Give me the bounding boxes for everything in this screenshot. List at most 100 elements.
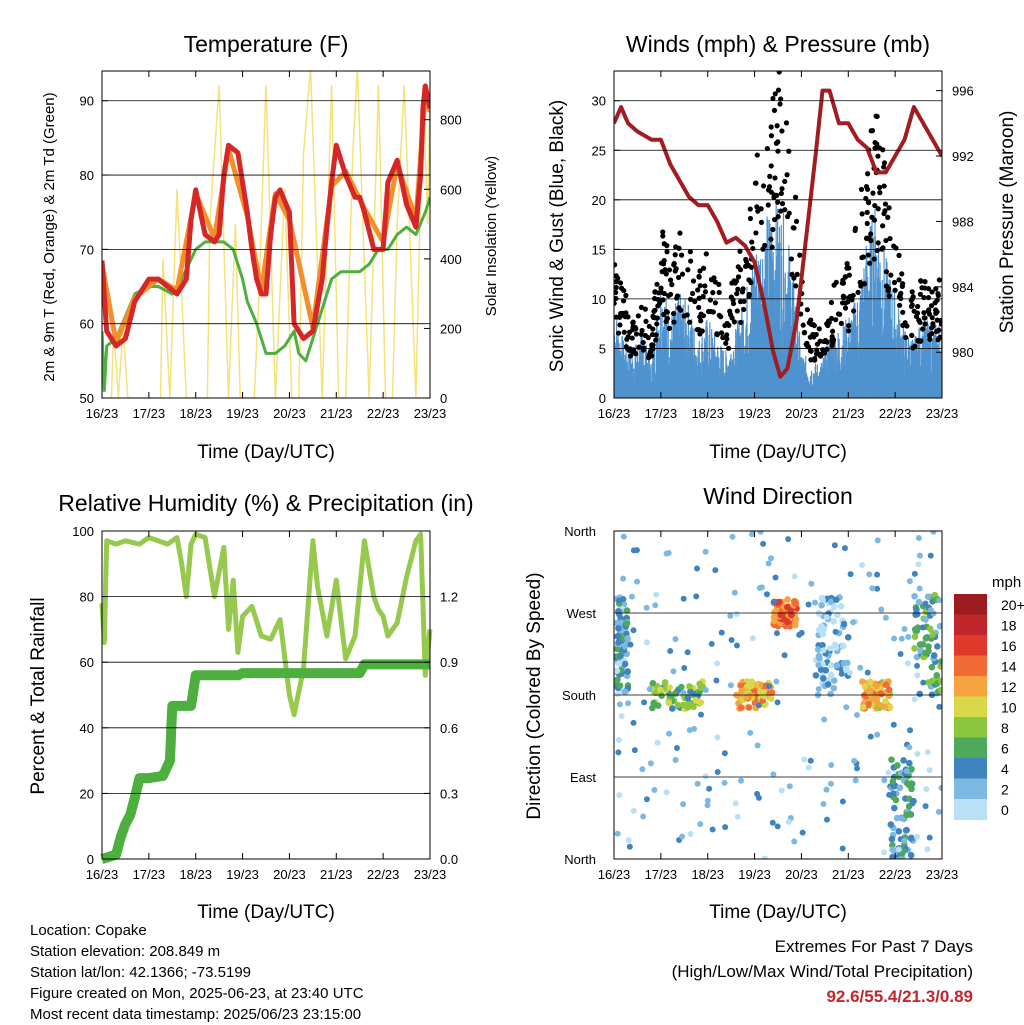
gust-point [714,332,720,338]
gust-point [869,214,875,220]
direction-point [686,727,693,734]
gust-point [766,187,772,193]
direction-point [693,593,700,600]
gust-point [623,292,629,299]
gust-point [859,211,865,217]
direction-point [774,699,781,706]
direction-point [808,580,815,587]
direction-point [690,703,697,711]
gust-point [779,201,786,207]
direction-point [760,540,767,547]
gust-point [922,279,928,285]
direction-point [781,652,788,659]
direction-point [616,701,623,708]
gust-point [851,308,857,314]
direction-point [761,855,768,859]
gust-point [909,289,915,295]
gust-point [852,227,858,234]
gust-point [881,164,887,170]
direction-point [908,765,915,773]
gust-point [677,230,683,236]
direction-point [823,614,830,621]
humidity-xlabel: Time (Day/UTC) [197,902,335,923]
wind-ytick-label: 15 [592,242,606,257]
gust-point [911,308,917,314]
gust-point [844,261,850,267]
pressure-ytick-label: 992 [952,149,974,164]
colorbar-swatch [954,696,987,718]
direction-point [624,668,632,675]
direction-point [616,597,623,604]
direction-tick-label: North [564,852,596,867]
gust-point [896,252,902,258]
direction-point [670,668,677,675]
direction-point [838,670,845,677]
temperature-ylabel-right: Solar Insolation (Yellow) [483,156,500,316]
recent-text: Most recent data timestamp: 2025/06/23 2… [30,1006,362,1023]
humidity-panel: Relative Humidity (%) & Precipitation (i… [28,490,474,923]
direction-point [757,531,764,535]
temperature-series [102,71,430,398]
direction-point [824,681,832,688]
colorbar-swatch [954,737,987,759]
gust-point [620,298,627,304]
wind-frame [613,70,943,399]
temp-xtick-label: 19/23 [226,406,259,421]
gust-point [765,202,771,208]
extremes-title: Extremes For Past 7 Days [774,937,973,956]
direction-point [791,621,799,629]
gust-point [776,71,782,75]
station-info: Location: Copake Station elevation: 208.… [30,920,364,1025]
gust-point [661,311,667,318]
temp-ytick-label: 70 [80,242,94,257]
direction-point [915,598,923,606]
rh-ytick-label: 0 [87,852,94,867]
gust-point [786,210,792,216]
direction-point [846,669,853,676]
gust-point [674,295,680,301]
gust-point [749,239,755,245]
wind-xtick-label: 20/23 [785,406,818,421]
solar-ytick-label: 400 [440,252,462,267]
direction-point [694,565,701,572]
direction-point [837,602,845,610]
direction-point [712,567,719,574]
humidity-plot-area: 0 20 40 60 80 100 0.0 0.3 0.6 0.9 1.2 16/23 17/23 18/… [72,524,458,882]
gust-point [775,139,781,145]
direction-point [937,658,942,665]
direction-point [916,690,923,698]
gust-point [753,180,759,186]
gust-point [672,268,678,274]
rh-ytick-label: 60 [80,655,94,670]
gust-point [775,214,781,220]
direction-point [801,756,808,763]
gust-point [858,186,865,193]
gust-point [778,96,784,102]
gust-point [696,304,702,311]
gust-point [688,296,694,302]
gust-point [687,249,693,255]
gust-point [654,281,660,287]
gust-point [775,199,781,205]
colorbar-swatch [954,799,987,820]
rh-xtick-label: 22/23 [367,867,400,882]
gust-point [935,337,941,343]
temp-xtick-label: 20/23 [273,406,306,421]
direction-point [877,690,885,697]
gust-point [812,355,818,362]
direction-point [890,635,897,642]
direction-point [866,571,873,578]
direction-point [673,745,680,752]
gust-point [685,267,691,273]
wind-xtick-label: 17/23 [645,406,678,421]
direction-point [926,767,933,774]
direction-xtick-label: 22/23 [879,867,912,882]
gust-point [652,307,658,313]
direction-point [818,601,825,609]
gust-point [786,148,792,154]
direction-point [857,664,864,671]
rh-xtick-label: 18/23 [179,867,212,882]
gust-point [748,264,754,270]
direction-point [785,818,792,825]
